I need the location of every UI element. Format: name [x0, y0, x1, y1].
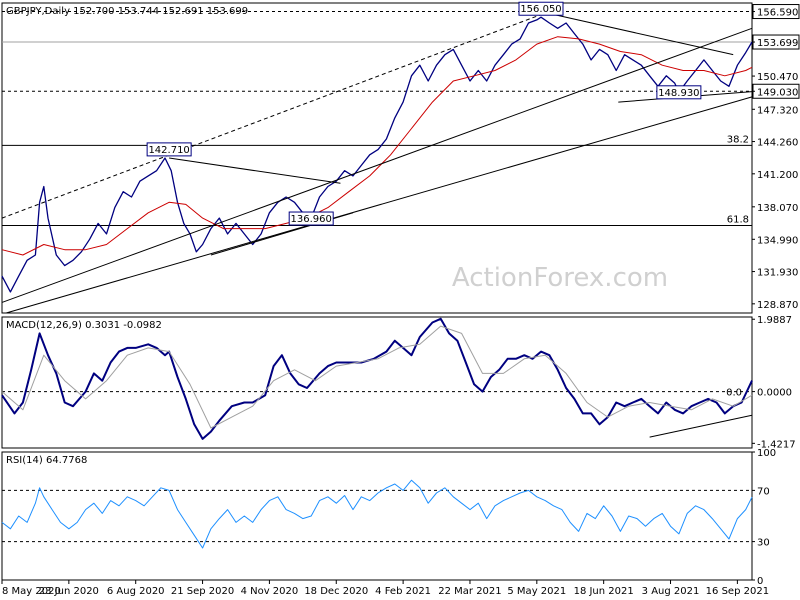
x-tick-label: 18 Jun 2021	[574, 586, 634, 597]
y-tick-label: 156.590	[757, 8, 798, 19]
price-frame	[1, 2, 753, 314]
x-tick-label: 22 Mar 2021	[438, 586, 501, 597]
rsi-series-line	[1, 479, 753, 549]
trendline	[649, 414, 753, 438]
y-tick-label: 128.870	[757, 300, 798, 311]
trendline	[6, 96, 753, 314]
y-tick-label: 30	[757, 538, 770, 549]
y-tick-label: 134.990	[757, 235, 798, 246]
price-annotation-box	[288, 211, 334, 226]
y-tick-label: 149.030	[757, 87, 798, 98]
y-tick-label: 150.470	[757, 72, 798, 83]
price-annotation: 148.930	[658, 88, 699, 99]
y-tick-label: 100	[757, 448, 776, 459]
y-tick-label: 1.9887	[757, 315, 792, 326]
x-tick-label: 6 Aug 2020	[107, 586, 165, 597]
x-tick-label: 16 Sep 2021	[706, 586, 769, 597]
price-series-line	[1, 36, 753, 256]
y-tick-label: 0	[757, 576, 763, 587]
price-title: GBPJPY,Daily 152.700 153.744 152.691 153…	[6, 6, 248, 17]
x-tick-label: 18 Dec 2020	[304, 586, 368, 597]
y-tick-label: -1.4217	[757, 439, 796, 450]
rsi-panel: 100 70 30 0 RSI(14) 64.7768	[1, 448, 776, 587]
y-tick-label: 138.070	[757, 203, 798, 214]
macd-title: MACD(12,26,9) 0.3031 -0.0982	[6, 320, 162, 331]
y-tick-label: 141.200	[757, 170, 798, 181]
price-series-line	[1, 16, 753, 293]
trendline	[1, 27, 753, 303]
price-annotation: 136.960	[291, 214, 332, 225]
x-tick-label: 8 May 2020	[2, 586, 61, 597]
x-tick-label: 5 May 2021	[507, 586, 566, 597]
y-tick-label: 70	[757, 486, 770, 497]
rsi-frame	[1, 451, 753, 581]
y-tick-label: 144.260	[757, 138, 798, 149]
y-tick-label: 131.930	[757, 268, 798, 279]
x-tick-label: 4 Nov 2020	[241, 586, 299, 597]
price-annotation-box	[656, 85, 702, 100]
macd-zero-label: 0.0	[726, 388, 742, 399]
price-annotation: 142.710	[148, 145, 189, 156]
macd-series-line	[1, 317, 753, 440]
x-tick-label: 21 Sep 2020	[171, 586, 234, 597]
x-tick-label: 23 Jun 2020	[39, 586, 99, 597]
rsi-title: RSI(14) 64.7768	[6, 455, 87, 466]
y-tick-label: 147.320	[757, 105, 798, 116]
price-annotation-box	[518, 1, 564, 16]
trendline	[169, 157, 341, 184]
macd-panel: 1.9887 0.0 0.0000 -1.4217 MACD(12,26,9) 0.30…	[1, 315, 796, 450]
fib-level-label: 61.8	[727, 214, 749, 225]
y-tick-label: 0.0000	[757, 388, 792, 399]
macd-series-line	[1, 325, 753, 429]
price-annotation-box	[146, 142, 192, 157]
y-tick-label: 153.699	[757, 38, 798, 49]
fib-level-label: 38.2	[727, 134, 749, 145]
x-tick-label: 4 Feb 2021	[375, 586, 431, 597]
x-tick-label: 3 Aug 2021	[642, 586, 700, 597]
price-annotation: 156.050	[520, 4, 561, 15]
watermark: ActionForex.com	[452, 263, 668, 293]
price-panel: ActionForex.com 38.2 61.8 142.710 136.960 156…	[1, 1, 800, 314]
trendline	[549, 13, 734, 56]
